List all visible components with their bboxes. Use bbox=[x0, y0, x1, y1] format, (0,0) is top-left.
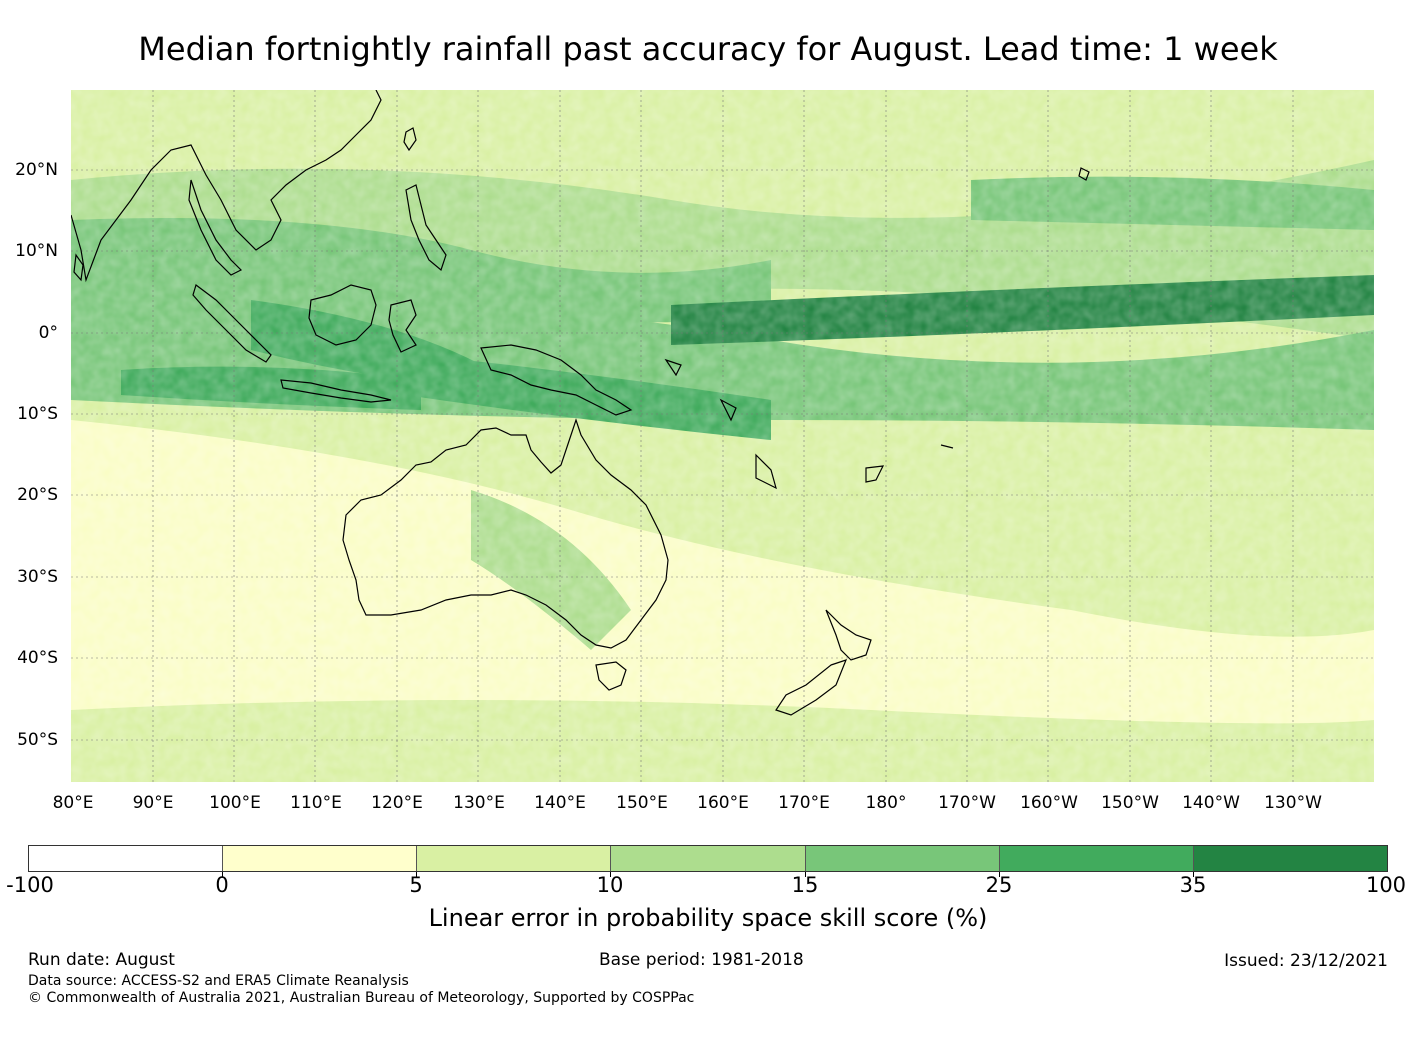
lon-label: 130°E bbox=[453, 793, 505, 813]
sri-lanka-coast bbox=[73, 253, 84, 282]
colorbar-label: Linear error in probability space skill … bbox=[428, 904, 988, 932]
lat-label: 20°S bbox=[17, 485, 58, 505]
sumatra-coast bbox=[192, 284, 272, 363]
lon-label: 90°E bbox=[132, 793, 174, 813]
colorbar-tick-label: 25 bbox=[985, 873, 1013, 897]
data-source: Data source: ACCESS-S2 and ERA5 Climate … bbox=[28, 973, 409, 989]
tasmania-coast bbox=[595, 661, 627, 691]
colorbar-tickmark bbox=[999, 872, 1000, 877]
asia-coast bbox=[71, 90, 382, 283]
colorbar-tickmark bbox=[1193, 872, 1194, 877]
new-guinea-coast bbox=[480, 344, 633, 416]
lon-label: 140°E bbox=[534, 793, 586, 813]
colorbar-segment bbox=[999, 846, 1194, 871]
colorbar-tick-label: 0 bbox=[215, 873, 229, 897]
colorbar-tick-label: -100 bbox=[6, 873, 54, 897]
lon-label: 150°W bbox=[1101, 793, 1159, 813]
borneo-coast bbox=[308, 284, 377, 346]
lon-label: 110°E bbox=[290, 793, 342, 813]
colorbar-tick-label: 15 bbox=[791, 873, 819, 897]
issued-date: Issued: 23/12/2021 bbox=[1224, 951, 1388, 971]
colorbar-tick-label: 5 bbox=[409, 873, 423, 897]
lat-label: 40°S bbox=[17, 648, 58, 668]
graticule bbox=[71, 90, 1374, 782]
lat-label: 10°N bbox=[15, 241, 58, 261]
colorbar-tickmark bbox=[222, 872, 223, 877]
taiwan-coast bbox=[403, 127, 417, 152]
lat-label: 0° bbox=[38, 323, 58, 343]
java-coast bbox=[280, 379, 392, 403]
pacific-islands bbox=[664, 358, 954, 490]
colorbar-segment bbox=[611, 846, 806, 871]
nz-south-coast bbox=[775, 659, 848, 716]
colorbar-segment bbox=[417, 846, 612, 871]
colorbar-segment bbox=[1193, 846, 1387, 871]
hawaii-coast bbox=[1078, 167, 1090, 181]
run-date: Run date: August bbox=[28, 950, 175, 970]
chart-title: Median fortnightly rainfall past accurac… bbox=[138, 30, 1278, 68]
skill-score-map bbox=[71, 90, 1374, 782]
lon-label: 130°W bbox=[1264, 793, 1322, 813]
lon-label: 120°E bbox=[371, 793, 423, 813]
colorbar-tick-label: 100 bbox=[1365, 873, 1407, 897]
lon-label: 80°E bbox=[52, 793, 94, 813]
lon-label: 150°E bbox=[616, 793, 668, 813]
lat-label: 50°S bbox=[17, 730, 58, 750]
malay-peninsula-coast bbox=[188, 179, 243, 276]
pixel-noise bbox=[71, 90, 1374, 782]
colorbar-tick-label: 10 bbox=[596, 873, 624, 897]
base-period: Base period: 1981-2018 bbox=[599, 950, 804, 970]
lon-label: 100°E bbox=[209, 793, 261, 813]
lon-label: 160°W bbox=[1020, 793, 1078, 813]
lon-label: 160°E bbox=[697, 793, 749, 813]
colorbar bbox=[28, 845, 1388, 872]
colorbar-tickmark bbox=[805, 872, 806, 877]
lat-label: 20°N bbox=[15, 160, 58, 180]
philippines-coast bbox=[405, 184, 447, 272]
lat-label: 10°S bbox=[17, 404, 58, 424]
lon-label: 140°W bbox=[1182, 793, 1240, 813]
colorbar-segment bbox=[223, 846, 418, 871]
lon-label: 170°E bbox=[778, 793, 830, 813]
colorbar-segment bbox=[29, 846, 224, 871]
australia-coast bbox=[342, 418, 669, 649]
coastlines bbox=[71, 90, 1090, 716]
lon-label: 180° bbox=[865, 793, 907, 813]
colorbar-tick-label: 35 bbox=[1179, 873, 1207, 897]
colorbar-tickmark bbox=[610, 872, 611, 877]
lat-label: 30°S bbox=[17, 567, 58, 587]
colorbar-tickmark bbox=[416, 872, 417, 877]
lon-label: 170°W bbox=[938, 793, 996, 813]
sulawesi-coast bbox=[388, 299, 417, 353]
colorbar-segment bbox=[805, 846, 1000, 871]
copyright: © Commonwealth of Australia 2021, Austra… bbox=[28, 990, 695, 1006]
nz-north-coast bbox=[825, 609, 872, 661]
